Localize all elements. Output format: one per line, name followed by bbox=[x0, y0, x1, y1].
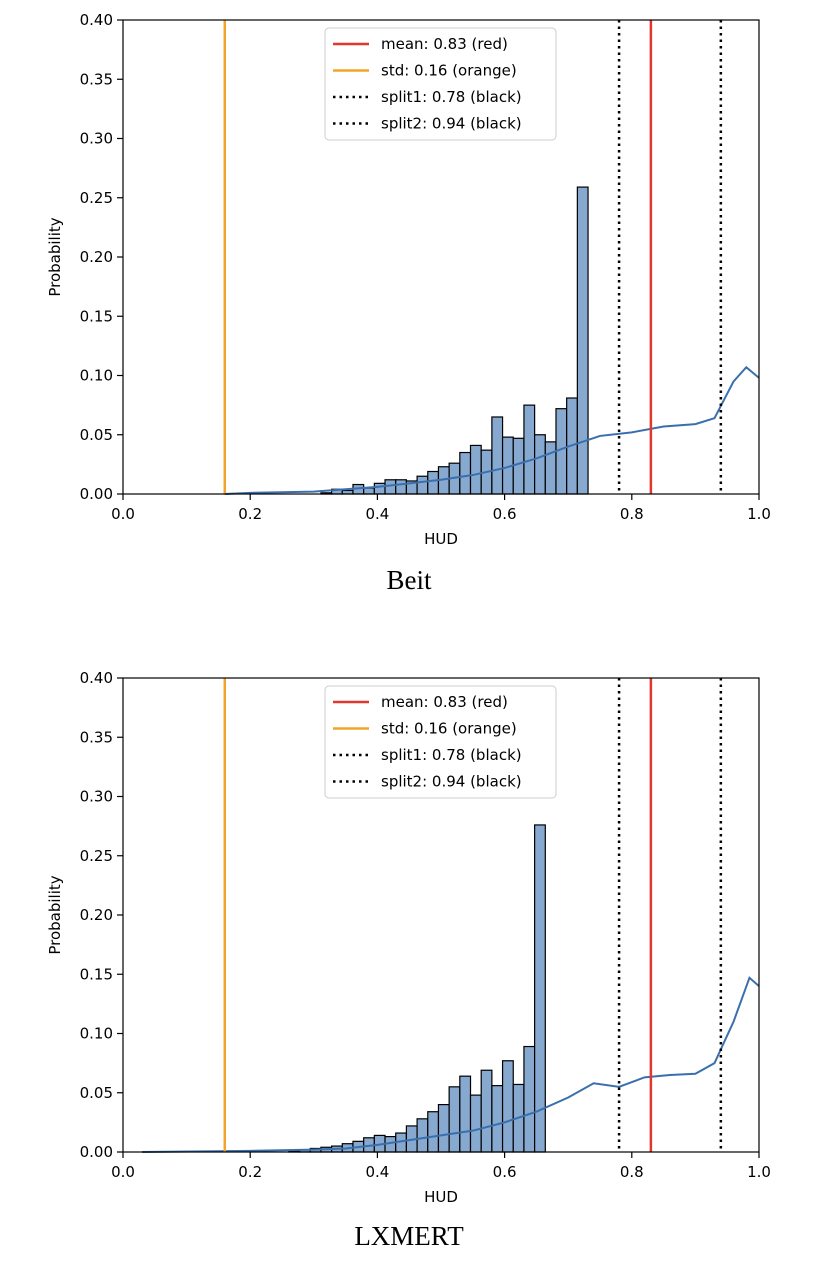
kde-curve bbox=[142, 976, 760, 1153]
x-tick-label: 1.0 bbox=[747, 505, 771, 523]
y-tick-label: 0.40 bbox=[80, 11, 113, 29]
y-tick-label: 0.20 bbox=[80, 248, 113, 266]
legend-label: std: 0.16 (orange) bbox=[381, 62, 517, 80]
y-tick-label: 0.20 bbox=[80, 906, 113, 924]
histogram-bar bbox=[437, 1104, 450, 1153]
histogram-bar bbox=[469, 444, 482, 495]
x-tick-label: 0.6 bbox=[493, 1163, 517, 1181]
y-tick-label: 0.30 bbox=[80, 130, 113, 148]
legend-label: mean: 0.83 (red) bbox=[381, 693, 508, 711]
histogram-bar bbox=[544, 441, 557, 495]
x-tick-label: 0.2 bbox=[238, 1163, 262, 1181]
x-tick-label: 0.0 bbox=[111, 505, 135, 523]
x-axis-label: HUD bbox=[424, 1188, 458, 1206]
histogram-bar bbox=[523, 1045, 536, 1153]
histogram-bar bbox=[491, 1085, 504, 1153]
legend-label: split2: 0.94 (black) bbox=[381, 115, 522, 133]
x-tick-label: 0.4 bbox=[365, 505, 389, 523]
histogram-bar bbox=[459, 451, 472, 495]
histogram-bar bbox=[534, 434, 546, 495]
y-tick-label: 0.15 bbox=[80, 307, 113, 325]
y-axis-label: Probability bbox=[46, 875, 64, 954]
legend-label: split2: 0.94 (black) bbox=[381, 773, 522, 791]
histogram-bar bbox=[480, 1069, 493, 1153]
histogram-bar bbox=[427, 1111, 440, 1153]
x-axis-label: HUD bbox=[424, 530, 458, 548]
x-tick-label: 0.2 bbox=[238, 505, 262, 523]
x-tick-label: 0.6 bbox=[493, 505, 517, 523]
y-tick-label: 0.00 bbox=[80, 1143, 113, 1161]
histogram-bar bbox=[469, 1094, 482, 1153]
histogram-bar bbox=[501, 1060, 514, 1153]
histogram-bars bbox=[288, 824, 546, 1153]
histogram-bar bbox=[373, 482, 386, 495]
x-tick-label: 0.4 bbox=[365, 1163, 389, 1181]
kde-curve bbox=[224, 365, 760, 495]
legend: mean: 0.83 (red) std: 0.16 (orange) split1… bbox=[324, 27, 557, 141]
histogram-chart: 0.0 0.2 0.4 0.6 0.8 1.0 0.00 0.05 0.10 0.15 0.20 0.… bbox=[46, 11, 771, 548]
histogram-bar bbox=[384, 479, 397, 495]
y-tick-label: 0.00 bbox=[80, 485, 113, 503]
y-axis-label: Probability bbox=[46, 217, 64, 296]
chart-panel-lxmert: 0.0 0.2 0.4 0.6 0.8 1.0 0.00 0.05 0.10 0.15 0.20 0.… bbox=[0, 658, 818, 1278]
histogram-bar bbox=[512, 437, 525, 495]
histogram-bar bbox=[459, 1075, 472, 1153]
histogram-bar bbox=[534, 824, 546, 1153]
histogram-bar bbox=[491, 416, 504, 495]
y-tick-label: 0.05 bbox=[80, 1084, 113, 1102]
histogram-bar bbox=[523, 404, 536, 495]
y-tick-label: 0.15 bbox=[80, 965, 113, 983]
histogram-bar bbox=[363, 487, 375, 495]
histogram-bar bbox=[416, 1118, 429, 1153]
y-tick-label: 0.25 bbox=[80, 847, 113, 865]
histogram-bars bbox=[320, 186, 589, 495]
y-tick-label: 0.25 bbox=[80, 189, 113, 207]
x-tick-label: 0.0 bbox=[111, 1163, 135, 1181]
y-tick-label: 0.10 bbox=[80, 1025, 113, 1043]
y-tick-label: 0.05 bbox=[80, 426, 113, 444]
x-tick-label: 1.0 bbox=[747, 1163, 771, 1181]
histogram-bar bbox=[448, 1086, 461, 1153]
x-tick-label: 0.8 bbox=[620, 505, 644, 523]
y-tick-label: 0.30 bbox=[80, 788, 113, 806]
y-tick-label: 0.35 bbox=[80, 728, 113, 746]
y-tick-label: 0.40 bbox=[80, 669, 113, 687]
legend-label: split1: 0.78 (black) bbox=[381, 746, 522, 764]
histogram-bar bbox=[395, 479, 408, 495]
x-tick-label: 0.8 bbox=[620, 1163, 644, 1181]
y-tick-label: 0.10 bbox=[80, 367, 113, 385]
legend-label: split1: 0.78 (black) bbox=[381, 88, 522, 106]
chart-caption: Beit bbox=[386, 565, 432, 595]
legend-label: std: 0.16 (orange) bbox=[381, 720, 517, 738]
legend: mean: 0.83 (red) std: 0.16 (orange) split1… bbox=[324, 685, 557, 799]
histogram-bar bbox=[427, 470, 440, 495]
legend-box bbox=[324, 685, 557, 799]
histogram-bar bbox=[416, 475, 429, 495]
chart-caption: LXMERT bbox=[354, 1221, 464, 1251]
legend-label: mean: 0.83 (red) bbox=[381, 35, 508, 53]
y-tick-label: 0.35 bbox=[80, 70, 113, 88]
histogram-bar bbox=[576, 186, 589, 495]
chart-panel-beit: 0.0 0.2 0.4 0.6 0.8 1.0 0.00 0.05 0.10 0.15 0.20 0.… bbox=[46, 11, 771, 595]
histogram-chart: 0.0 0.2 0.4 0.6 0.8 1.0 0.00 0.05 0.10 0.15 0.20 0.… bbox=[46, 669, 771, 1206]
legend-box bbox=[324, 27, 557, 141]
